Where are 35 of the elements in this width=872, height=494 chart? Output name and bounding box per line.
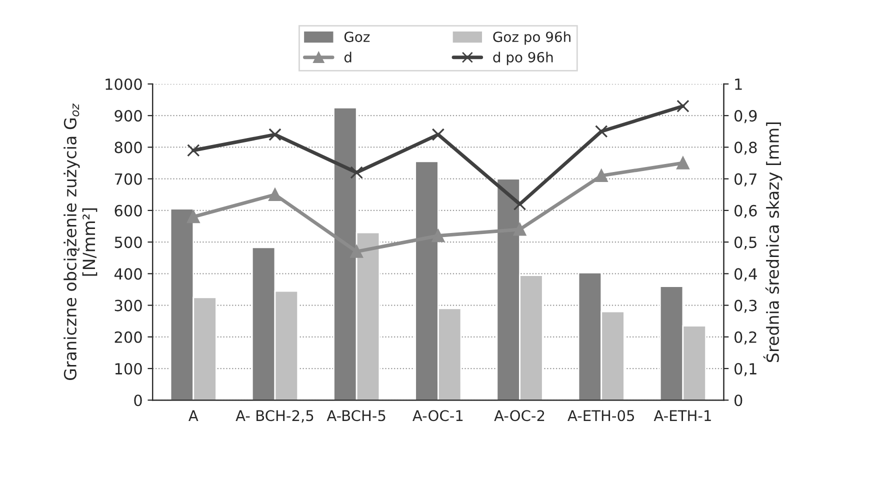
y2-tick-label: 0,6: [734, 204, 757, 218]
y-tick-label: 100: [115, 362, 142, 375]
y2-tick-label: 0,2: [734, 331, 756, 344]
y-tick-label: 700: [114, 173, 142, 185]
x-tick-label: A-ETH-05: [568, 410, 634, 422]
y-tick-label: 400: [114, 268, 142, 280]
y-tick-label: 1000: [106, 78, 142, 90]
y2-tick-label: 0,9: [734, 110, 757, 124]
legend-label: Goz po 96h: [493, 31, 570, 45]
x-tick-label: A-BCH-5: [326, 410, 386, 422]
y2-axis-title: Średnia średnica skazy [mm]: [763, 122, 782, 362]
x-tick-label: A: [188, 410, 198, 421]
y-tick-label: 600: [114, 204, 142, 216]
y2-tick-label: 0,7: [734, 173, 756, 186]
x-tick-label: A-OC-2: [494, 410, 544, 422]
text: Graniczne obciążenie zużycia G$_{oz}$ [N/mm²]: [64, 103, 98, 380]
x-tick-label: A-OC-1: [412, 410, 463, 422]
y2-tick-label: 0: [734, 394, 742, 406]
y-tick-label: 900: [114, 110, 142, 122]
y-tick-label: 0: [134, 394, 142, 406]
y-tick-label: 500: [114, 236, 142, 248]
y2-tick-label: 0,4: [734, 268, 757, 282]
legend-label: d: [344, 52, 352, 62]
y-tick-label: 200: [114, 331, 142, 343]
x-tick-label: A-ETH-1: [654, 410, 711, 421]
y-tick-label: 300: [114, 300, 142, 312]
y2-tick-label: 0,5: [734, 236, 756, 250]
y2-tick-label: 0,3: [734, 300, 757, 313]
legend-label: d po 96h: [493, 52, 553, 66]
y2-tick-label: 0,8: [734, 142, 757, 155]
y2-tick-label: 0,1: [734, 362, 756, 376]
y-tick-label: 800: [114, 142, 142, 154]
x-tick-label: A- BCH-2,5: [236, 410, 314, 423]
y2-tick-label: 1: [735, 78, 742, 90]
legend-label: Goz: [344, 32, 370, 42]
